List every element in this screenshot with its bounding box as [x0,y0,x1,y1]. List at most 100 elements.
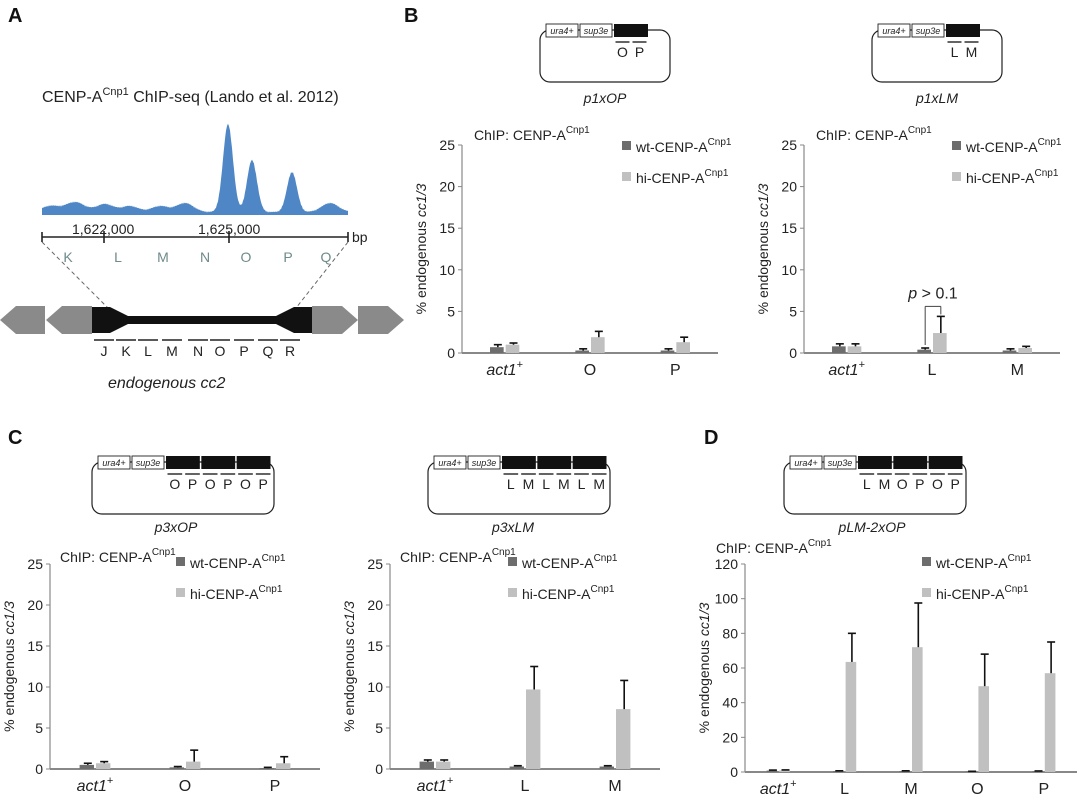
chip-title: ChIP: CENP-ACnp1 [816,125,932,143]
chip-title-sup: Cnp1 [566,125,590,136]
x-category-label: P [270,778,281,795]
bar-hi [436,761,451,769]
legend-wt-text: wt-CENP-A [189,555,262,571]
chart-B1: 0 5 10 15 20 25 % endogenous cc1/3 ChIP: CENP-A… [413,125,732,379]
insert-segment-label: P [915,476,924,492]
insert-block [893,456,928,469]
y-tick-label: 5 [447,303,455,319]
y-tick-label: 20 [722,729,738,745]
y-axis-title-italic: cc1/3 [1,601,17,635]
y-tick-label: 25 [439,137,455,153]
legend-swatch-wt [622,141,631,150]
plasmid-name: pLM-2xOP [838,519,907,535]
chip-title: ChIP: CENP-ACnp1 [60,547,176,565]
insert-block [928,456,963,469]
sup3e-box [579,23,613,38]
insert-segment-label: L [863,476,871,492]
legend-swatch-hi [176,588,185,597]
repeat-arrow-left-inner [46,306,92,334]
insert-segment-label: L [542,476,550,492]
insert-segment-label: L [507,476,515,492]
bar-wt [79,764,94,769]
upper-segment-label: M [157,249,169,265]
chip-title-text: ChIP: CENP-A [474,127,566,143]
zoom-line-left [41,241,109,309]
bar-charts: 0 5 10 15 20 25 % endogenous cc1/3 ChIP: CENP-A… [1,125,1077,798]
insert-segment-label: M [593,476,605,492]
chip-title-sup: Cnp1 [152,547,176,558]
bar-wt [259,768,274,769]
pvalue-rest: > 0.1 [917,285,958,302]
bar-hi [276,763,291,769]
y-tick-label: 100 [715,591,739,607]
central-core-cc2 [110,307,294,333]
ura4-box [433,455,467,470]
y-tick-label: 15 [439,220,455,236]
y-tick-label: 80 [722,625,738,641]
y-tick-label: 25 [781,137,797,153]
x-category-act: act1 [486,362,516,379]
sup3e-box [823,455,857,470]
legend-wt-sup: Cnp1 [1008,553,1032,564]
sup3e-label: sup3e [584,26,609,36]
sup3e-box [467,455,501,470]
insert-segment-label: P [950,476,959,492]
x-category-label: P [1038,781,1049,798]
lower-segment-label: L [144,343,152,359]
y-tick-label: 10 [781,262,797,278]
bar-hi [933,333,947,353]
legend-label-hi: hi-CENP-ACnp1 [966,168,1059,186]
y-axis-title-text: % endogenous [413,217,429,314]
insert-block [201,456,236,469]
insert-block [572,456,607,469]
insert-segment-label: M [879,476,891,492]
insert-block [946,24,980,37]
lower-segment-label: J [101,343,108,359]
legend-hi-sup: Cnp1 [1004,584,1028,595]
bar-hi [1044,673,1056,772]
chart-C2: 0 5 10 15 20 25 % endogenous cc1/3 ChIP: CENP-A… [341,547,660,795]
y-tick-label: 10 [27,679,43,695]
x-category-label: O [584,362,596,379]
y-tick-label: 20 [781,179,797,195]
bar-hi [186,761,201,769]
y-tick-label: 15 [27,638,43,654]
imr-left-block [92,307,110,333]
insert-block [537,456,572,469]
legend-label-hi: hi-CENP-ACnp1 [936,584,1029,602]
zoom-line-right [295,241,349,309]
insert-segment-label: O [617,44,628,60]
y-axis-title-text: % endogenous [696,636,712,733]
legend-hi-sup: Cnp1 [590,584,614,595]
insert-block [858,456,892,469]
y-axis-title: % endogenous cc1/3 [341,601,357,732]
legend-swatch-hi [622,172,631,181]
legend-hi-sup: Cnp1 [258,584,282,595]
chip-title: ChIP: CENP-ACnp1 [400,547,516,565]
x-category-label: O [179,778,191,795]
panel-letter-d: D [704,427,718,449]
legend-wt-sup: Cnp1 [594,553,618,564]
pvalue-p: p [907,285,917,302]
caption-endogenous-cc2: endogenous cc2 [108,375,226,392]
y-tick-label: 0 [730,764,738,780]
panel-letter-b: B [404,5,418,27]
legend-swatch-wt [176,557,185,566]
bar-wt [169,767,184,769]
lower-segment-label: Q [263,343,274,359]
chip-title: ChIP: CENP-ACnp1 [716,538,832,556]
y-axis-title-text: % endogenous [755,217,771,314]
x-category-act-sup: + [107,775,113,787]
upper-segment-label: N [200,249,210,265]
y-axis-title-italic: cc1/3 [413,183,429,217]
x-category-label: act1+ [417,775,454,795]
plasmid-name: p3xLM [491,519,534,535]
y-axis-title: % endogenous cc1/3 [1,601,17,732]
legend-hi-text: hi-CENP-A [636,170,705,186]
insert-segment-label: P [188,476,197,492]
